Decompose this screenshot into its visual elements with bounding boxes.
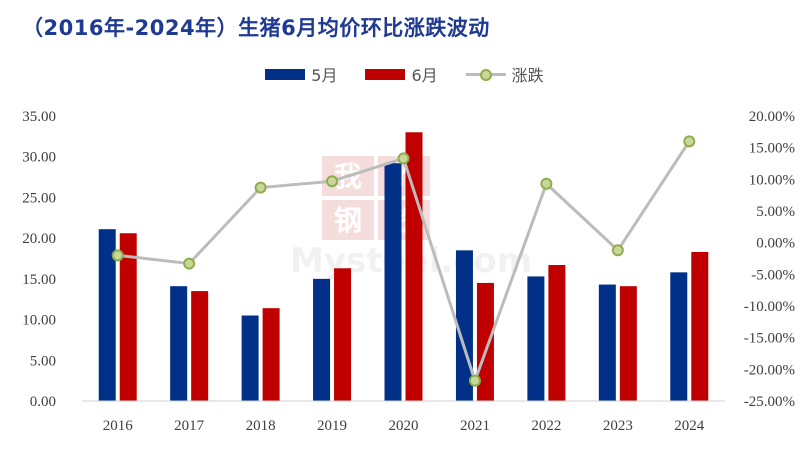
y-right-tick-label: 20.00%	[749, 109, 795, 125]
legend: 5月 6月 涨跌	[0, 62, 809, 86]
legend-item-may: 5月	[265, 62, 337, 86]
bar-may	[598, 284, 616, 401]
bar-may	[170, 286, 188, 401]
y-right-tick-label: -15.00%	[744, 331, 795, 347]
point-change	[611, 244, 624, 257]
y-left-tick-label: 10.00	[22, 313, 56, 329]
bar-may	[527, 276, 545, 401]
bar-may	[384, 163, 402, 401]
y-right-tick-label: -20.00%	[744, 362, 795, 378]
y-left-tick-label: 35.00	[22, 109, 56, 125]
bar-may	[670, 272, 688, 401]
x-tick-label: 2018	[246, 418, 276, 434]
x-tick-label: 2016	[103, 418, 134, 434]
bar-june	[619, 286, 637, 401]
legend-swatch-may	[265, 68, 306, 80]
legend-item-change: 涨跌	[465, 62, 544, 86]
point-change	[254, 181, 267, 194]
x-tick-label: 2021	[460, 418, 490, 434]
bar-june	[191, 291, 209, 401]
watermark-char-3: 钢	[334, 204, 362, 237]
bar-may	[313, 278, 331, 401]
x-tick-label: 2024	[674, 418, 705, 434]
bar-june	[334, 268, 352, 401]
y-right-tick-label: 0.00%	[756, 236, 795, 252]
legend-label-may: 5月	[311, 66, 338, 85]
watermark-block-3	[322, 200, 374, 240]
y-left-tick-label: 5.00	[30, 353, 56, 369]
bar-june	[476, 282, 494, 401]
bar-june	[548, 265, 566, 401]
point-change	[111, 249, 124, 262]
legend-item-june: 6月	[365, 62, 438, 86]
bar-may	[98, 229, 116, 401]
x-tick-label: 2020	[389, 418, 419, 434]
bar-june	[262, 308, 280, 401]
x-tick-label: 2019	[317, 418, 347, 434]
point-change	[326, 175, 339, 188]
y-left-tick-label: 30.00	[22, 150, 56, 166]
axes: 0.00 5.00 10.00 15.00 20.00 25.00 30.00 35.00 -2…	[22, 109, 795, 434]
point-change	[468, 374, 481, 387]
y-right-tick-label: 10.00%	[749, 172, 795, 188]
y-right-tick-label: 15.00%	[749, 141, 795, 157]
y-right-tick-label: -25.00%	[744, 394, 795, 410]
bar-june	[691, 251, 709, 401]
bar-may	[241, 315, 259, 401]
bar-june	[119, 233, 137, 401]
legend-swatch-june	[365, 68, 406, 80]
y-right-tick-label: 5.00%	[756, 204, 795, 220]
y-right-tick-label: -10.00%	[744, 299, 795, 315]
chart-title: （2016年-2024年）生猪6月均价环比涨跌波动	[22, 16, 490, 40]
x-tick-label: 2017	[174, 418, 205, 434]
legend-swatch-change	[465, 68, 506, 81]
y-left-tick-label: 25.00	[22, 190, 56, 206]
x-tick-label: 2022	[531, 418, 561, 434]
line-series	[111, 135, 696, 387]
y-right-tick-label: -5.00%	[751, 267, 795, 283]
y-left-tick-label: 20.00	[22, 231, 56, 247]
point-change	[183, 257, 196, 270]
legend-label-june: 6月	[411, 66, 438, 85]
bar-series	[98, 132, 709, 402]
point-change	[683, 135, 696, 148]
x-tick-label: 2023	[603, 418, 633, 434]
legend-label-change: 涨跌	[511, 66, 544, 85]
point-change	[397, 152, 410, 165]
point-change	[540, 177, 553, 190]
y-left-tick-label: 0.00	[30, 394, 56, 410]
y-left-tick-label: 15.00	[22, 272, 56, 288]
